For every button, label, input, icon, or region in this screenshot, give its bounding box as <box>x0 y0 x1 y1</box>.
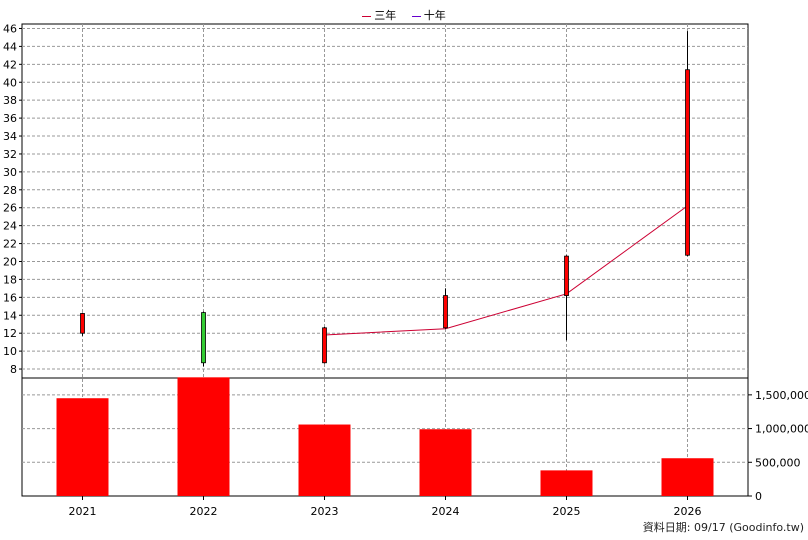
x-tick-label: 2022 <box>190 505 218 518</box>
volume-bar <box>419 429 472 496</box>
price-tick-label: 46 <box>3 22 17 35</box>
price-tick-label: 30 <box>3 166 17 179</box>
legend-swatch-10y <box>411 15 421 17</box>
price-tick-label: 16 <box>3 291 17 304</box>
price-tick-label: 32 <box>3 148 17 161</box>
candle-body <box>201 312 206 364</box>
legend-swatch-3y <box>362 15 372 17</box>
legend-item-10y: 十年 <box>411 7 446 23</box>
price-tick-label: 28 <box>3 184 17 197</box>
price-tick-label: 18 <box>3 273 17 286</box>
price-tick-label: 14 <box>3 309 17 322</box>
price-tick-label: 20 <box>3 255 17 268</box>
price-tick-label: 36 <box>3 112 17 125</box>
volume-tick-label: 1,500,000 <box>755 389 808 402</box>
x-tick-label: 2021 <box>69 505 97 518</box>
price-tick-label: 26 <box>3 202 17 215</box>
candle-body <box>685 69 690 256</box>
volume-bar <box>177 377 230 496</box>
legend-label-3y: 三年 <box>374 9 397 22</box>
candle-body <box>443 295 448 329</box>
legend-item-3y: 三年 <box>362 7 396 23</box>
price-tick-label: 38 <box>3 94 17 107</box>
price-tick-label: 34 <box>3 130 17 143</box>
series-line-0 <box>324 205 688 336</box>
price-tick-label: 40 <box>3 76 17 89</box>
price-tick-label: 12 <box>3 327 17 340</box>
volume-tick-label: 0 <box>755 490 762 503</box>
price-tick-label: 44 <box>3 40 17 53</box>
plot-frame <box>21 23 749 497</box>
candle-body <box>80 313 85 334</box>
price-tick-label: 24 <box>3 220 17 233</box>
volume-tick-label: 500,000 <box>755 456 801 469</box>
data-source-note: 資料日期: 09/17 (Goodinfo.tw) <box>642 521 804 534</box>
x-tick-label: 2023 <box>311 505 339 518</box>
price-tick-label: 10 <box>3 345 17 358</box>
x-tick-label: 2025 <box>553 505 581 518</box>
x-tick-label: 2026 <box>674 505 702 518</box>
volume-bar <box>661 458 714 496</box>
price-tick-label: 8 <box>10 363 17 376</box>
volume-bar <box>540 470 593 496</box>
x-tick-label: 2024 <box>432 505 460 518</box>
candle-body <box>322 327 327 364</box>
legend: 三年 十年 <box>0 7 808 23</box>
price-tick-label: 42 <box>3 58 17 71</box>
volume-bar <box>56 398 109 496</box>
candle-body <box>564 255 569 296</box>
price-tick-label: 22 <box>3 238 17 251</box>
legend-label-10y: 十年 <box>423 9 446 22</box>
volume-bar <box>298 424 351 496</box>
volume-tick-label: 1,000,000 <box>755 423 808 436</box>
